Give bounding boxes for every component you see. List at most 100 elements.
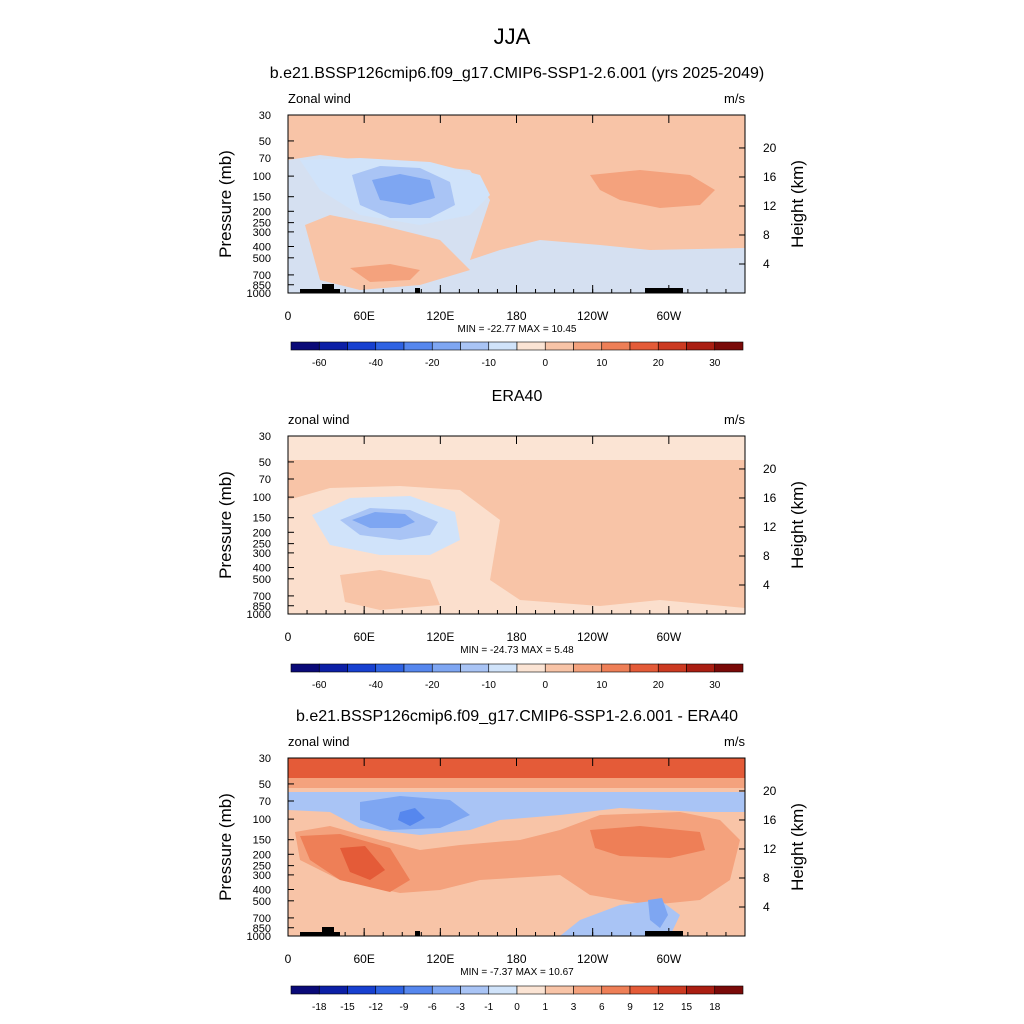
colorbar-swatch xyxy=(657,985,687,995)
y2-axis-title: Height (km) xyxy=(788,160,807,248)
colorbar-swatch xyxy=(686,985,716,995)
colorbar-label: 15 xyxy=(681,1002,693,1013)
y-axis-title: Pressure (mb) xyxy=(216,150,235,258)
region-pos-core xyxy=(340,846,385,880)
x-tick-label: 120W xyxy=(577,309,609,323)
y-tick-label: 400 xyxy=(253,884,271,896)
colorbar-swatch xyxy=(488,341,518,351)
y2-tick-label: 4 xyxy=(763,578,770,592)
y2-axis-title: Height (km) xyxy=(788,481,807,569)
colorbar-label: 3 xyxy=(571,1002,577,1013)
figure-title: JJA xyxy=(494,24,531,49)
colorbar-swatch xyxy=(544,985,574,995)
y2-tick-label: 4 xyxy=(763,257,770,271)
region-jet-core xyxy=(372,174,435,205)
y-tick-label: 30 xyxy=(259,110,271,122)
y-tick-label: 200 xyxy=(253,527,271,539)
colorbar-swatch xyxy=(403,341,433,351)
topography xyxy=(322,927,334,932)
y2-tick-label: 20 xyxy=(763,141,777,155)
units-label: m/s xyxy=(724,734,745,749)
colorbar-swatch xyxy=(714,985,744,995)
colorbar-label: -10 xyxy=(482,680,497,691)
y2-tick-label: 12 xyxy=(763,842,777,856)
variable-label: zonal wind xyxy=(288,734,349,749)
y-tick-label: 50 xyxy=(259,779,271,791)
colorbar-swatch xyxy=(318,985,348,995)
y-tick-label: 70 xyxy=(259,474,271,486)
region-westerly-max xyxy=(598,540,640,556)
colorbar-label: 9 xyxy=(627,1002,633,1013)
colorbar-label: -60 xyxy=(312,358,327,369)
colorbar-swatch xyxy=(488,985,518,995)
colorbar-swatch xyxy=(347,663,377,673)
colorbar-swatch xyxy=(544,341,574,351)
x-tick-label: 120W xyxy=(577,630,609,644)
colorbar-swatch xyxy=(714,663,744,673)
y-tick-label: 850 xyxy=(253,923,271,935)
region-westerly-max xyxy=(540,470,720,535)
colorbar-label: 20 xyxy=(653,358,665,369)
colorbar-label: -3 xyxy=(456,1002,465,1013)
y-tick-label: 400 xyxy=(253,562,271,574)
colorbar-swatch xyxy=(516,341,546,351)
chart-panel-3: b.e21.BSSP126cmip6.f09_g17.CMIP6-SSP1-2.… xyxy=(216,708,807,1013)
x-tick-label: 60E xyxy=(353,630,374,644)
colorbar-swatch xyxy=(290,663,320,673)
y-tick-label: 250 xyxy=(253,218,271,230)
topography xyxy=(322,284,334,289)
y-tick-label: 700 xyxy=(253,913,271,925)
y2-tick-label: 4 xyxy=(763,900,770,914)
x-tick-label: 120W xyxy=(577,952,609,966)
y2-tick-label: 12 xyxy=(763,199,777,213)
x-tick-label: 60W xyxy=(656,309,681,323)
x-tick-label: 180 xyxy=(506,630,526,644)
colorbar-swatch xyxy=(431,341,461,351)
x-tick-label: 180 xyxy=(506,952,526,966)
y-tick-label: 30 xyxy=(259,431,271,443)
variable-label: zonal wind xyxy=(288,412,349,427)
colorbar-swatch xyxy=(686,341,716,351)
y-axis-title: Pressure (mb) xyxy=(216,471,235,579)
topography xyxy=(415,288,420,293)
topography xyxy=(645,931,683,936)
colorbar-swatch xyxy=(375,663,405,673)
colorbar-label: -1 xyxy=(484,1002,493,1013)
colorbar-swatch xyxy=(347,341,377,351)
colorbar-label: 6 xyxy=(599,1002,605,1013)
y-tick-label: 700 xyxy=(253,591,271,603)
colorbar-label: -60 xyxy=(312,680,327,691)
colorbar-label: 10 xyxy=(596,358,608,369)
panel-title: ERA40 xyxy=(492,388,543,405)
region-neg-core xyxy=(398,808,425,826)
colorbar-label: 12 xyxy=(653,1002,665,1013)
y-tick-label: 250 xyxy=(253,861,271,873)
units-label: m/s xyxy=(724,91,745,106)
colorbar-label: 0 xyxy=(542,680,548,691)
colorbar-swatch xyxy=(460,663,490,673)
topography xyxy=(415,931,420,936)
y2-tick-label: 16 xyxy=(763,170,777,184)
colorbar-swatch xyxy=(318,663,348,673)
colorbar-swatch xyxy=(601,985,631,995)
y-tick-label: 850 xyxy=(253,601,271,613)
colorbar-swatch xyxy=(375,341,405,351)
y2-tick-label: 16 xyxy=(763,491,777,505)
colorbar-label: -12 xyxy=(369,1002,384,1013)
y-tick-label: 30 xyxy=(259,753,271,765)
panel-title: b.e21.BSSP126cmip6.f09_g17.CMIP6-SSP1-2.… xyxy=(270,65,765,82)
y-tick-label: 70 xyxy=(259,796,271,808)
colorbar-label: -6 xyxy=(428,1002,437,1013)
y-tick-label: 250 xyxy=(253,539,271,551)
min-max-stats: MIN = -24.73 MAX = 5.48 xyxy=(460,645,574,656)
y-tick-label: 50 xyxy=(259,457,271,469)
region-jet-core xyxy=(352,512,415,528)
topography xyxy=(645,288,683,293)
y-tick-label: 400 xyxy=(253,241,271,253)
y-tick-label: 50 xyxy=(259,136,271,148)
colorbar-label: -40 xyxy=(369,358,384,369)
colorbar: -18 -15 -12 -9 -6 -3 -1 0 1 3 6 9 12 15 18 xyxy=(290,985,744,1013)
y-tick-label: 1000 xyxy=(247,609,271,621)
y2-tick-label: 8 xyxy=(763,871,770,885)
